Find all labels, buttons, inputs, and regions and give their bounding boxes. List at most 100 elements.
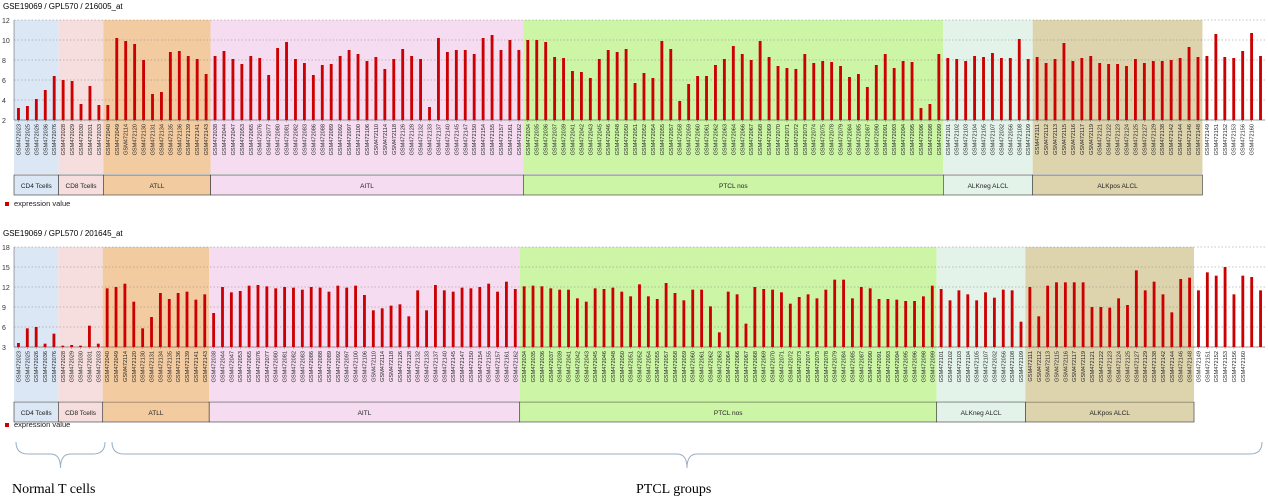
bar-71 <box>651 78 655 120</box>
sample-label-136: GSM472153 <box>1223 351 1229 382</box>
bar-70 <box>642 73 646 120</box>
bar-48 <box>442 290 446 347</box>
sample-label-135: GSM472152 <box>1223 124 1229 155</box>
bar-120 <box>1081 282 1085 347</box>
sample-label-15: GSM472131 <box>150 351 156 382</box>
normal-t-cells-bracket <box>15 441 106 469</box>
bar-58 <box>531 285 535 347</box>
bar-133 <box>1205 56 1209 120</box>
bar-84 <box>767 57 771 120</box>
sample-label-20: GSM472141 <box>194 351 200 382</box>
ptcl-groups-bracket <box>111 441 1263 469</box>
sample-label-22: GSM472038 <box>212 351 218 382</box>
sample-label-125: GSM472125 <box>1133 124 1139 155</box>
bar-90 <box>821 61 825 120</box>
bar-57 <box>526 40 530 120</box>
sample-label-32: GSM472083 <box>300 351 306 382</box>
sample-label-119: GSM472117 <box>1072 351 1078 382</box>
sample-label-103: GSM472099 <box>937 124 943 155</box>
bar-23 <box>221 287 224 347</box>
bar-138 <box>1241 275 1245 347</box>
sample-label-63: GSM472042 <box>579 124 585 155</box>
bar-12 <box>123 283 127 347</box>
bar-114 <box>1035 57 1039 120</box>
bar-82 <box>744 323 748 347</box>
chart2-legend-label: expression value <box>14 420 71 429</box>
sample-label-32: GSM472083 <box>302 124 308 155</box>
sample-label-121: GSM472121 <box>1098 124 1104 155</box>
sample-label-69: GSM472051 <box>629 351 635 382</box>
sample-label-43: GSM472126 <box>401 124 407 155</box>
sample-label-10: GSM472040 <box>106 124 112 155</box>
sample-label-3: GSM472036 <box>43 351 49 382</box>
sample-label-67: GSM472048 <box>611 351 617 382</box>
bar-18 <box>177 51 181 120</box>
bar-41 <box>380 308 384 347</box>
bar-83 <box>758 41 762 120</box>
bar-47 <box>434 285 437 347</box>
bar-131 <box>1179 279 1183 347</box>
sample-label-42: GSM472118 <box>392 124 398 155</box>
bar-126 <box>1134 270 1138 347</box>
bar-61 <box>562 58 565 120</box>
group-label-2: ATLL <box>149 183 164 190</box>
sample-label-98: GSM472093 <box>892 124 898 155</box>
group-label-1: CD8 Tcells <box>65 410 97 417</box>
sample-label-130: GSM472144 <box>1178 124 1184 155</box>
bar-113 <box>1019 321 1023 347</box>
bar-64 <box>584 301 588 347</box>
sample-label-8: GSM472031 <box>88 124 94 155</box>
sample-label-131: GSM472146 <box>1179 351 1185 382</box>
bar-131 <box>1187 47 1191 120</box>
bar-119 <box>1072 282 1076 347</box>
bar-26 <box>249 56 253 120</box>
bar-4 <box>52 333 56 347</box>
sample-label-95: GSM472087 <box>865 124 871 155</box>
sample-label-86: GSM472071 <box>785 124 791 155</box>
sample-label-17: GSM472135 <box>168 124 174 155</box>
sample-label-30: GSM472081 <box>285 124 291 155</box>
sample-label-40: GSM472110 <box>371 351 377 382</box>
bar-8 <box>88 86 92 120</box>
sample-label-131: GSM472146 <box>1187 124 1193 155</box>
sample-label-101: GSM472096 <box>919 124 925 155</box>
y-tick-label-3: 12 <box>2 285 10 292</box>
sample-label-52: GSM472154 <box>478 351 484 382</box>
bar-16 <box>158 293 162 347</box>
chart2-title: GSE19069 / GPL570 / 201645_at <box>3 229 123 238</box>
bar-55 <box>504 281 508 347</box>
chart2-legend: expression value <box>5 420 70 429</box>
group-band-1 <box>58 247 103 401</box>
bar-16 <box>160 92 163 120</box>
bar-102 <box>921 296 925 347</box>
bar-6 <box>70 81 74 120</box>
bar-107 <box>973 56 977 120</box>
bar-95 <box>865 87 869 120</box>
bar-77 <box>705 76 708 120</box>
bar-75 <box>687 84 691 120</box>
bar-68 <box>620 291 624 347</box>
bar-49 <box>454 50 458 120</box>
bar-14 <box>142 60 145 120</box>
sample-label-73: GSM472057 <box>669 124 675 155</box>
sample-label-69: GSM472051 <box>633 124 639 155</box>
bar-53 <box>490 35 494 120</box>
bar-46 <box>425 310 428 347</box>
sample-label-3: GSM472036 <box>43 124 49 155</box>
sample-label-44: GSM472128 <box>407 351 413 382</box>
sample-label-116: GSM472113 <box>1046 351 1052 382</box>
bar-103 <box>937 54 941 120</box>
bar-111 <box>1008 58 1012 120</box>
bar-68 <box>624 49 628 120</box>
sample-label-79: GSM472063 <box>717 351 723 382</box>
bar-117 <box>1062 43 1066 120</box>
sample-label-73: GSM472057 <box>664 351 670 382</box>
sample-label-105: GSM472102 <box>948 351 954 382</box>
sample-label-63: GSM472042 <box>575 351 581 382</box>
sample-label-20: GSM472141 <box>195 124 201 155</box>
sample-label-27: GSM472076 <box>256 351 262 382</box>
sample-label-71: GSM472054 <box>651 124 657 155</box>
bar-25 <box>240 64 244 120</box>
group-label-6: ALKpos ALCL <box>1097 183 1138 190</box>
bar-82 <box>749 60 753 120</box>
